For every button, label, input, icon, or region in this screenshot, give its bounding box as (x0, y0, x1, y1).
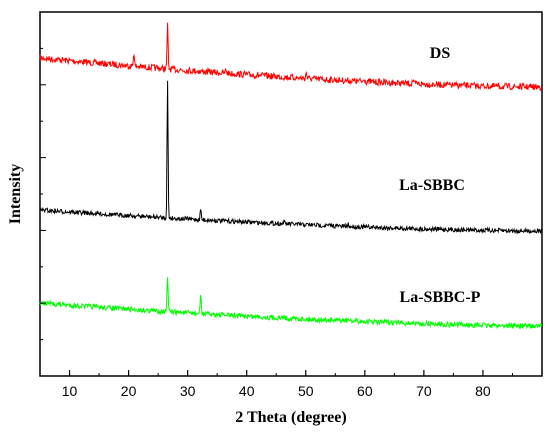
y-axis-title: Intensity (7, 164, 24, 224)
series-label-la-sbbc-p: La-SBBC-P (400, 289, 481, 306)
series-line-la-sbbc-p (39, 277, 543, 330)
series-line-ds (39, 22, 543, 92)
x-axis-ticks: 10 20 30 40 50 60 70 80 (39, 370, 513, 399)
series-label-ds: DS (430, 45, 451, 62)
x-tick-label: 50 (298, 383, 314, 399)
x-tick-label: 60 (357, 383, 373, 399)
series-layer (39, 22, 543, 330)
x-tick-label: 10 (62, 383, 78, 399)
x-tick-label: 70 (416, 383, 432, 399)
x-tick-label: 30 (180, 383, 196, 399)
x-tick-label: 80 (475, 383, 491, 399)
series-line-la-sbbc (39, 80, 543, 235)
series-label-la-sbbc: La-SBBC (399, 177, 465, 194)
x-axis-title: 2 Theta (degree) (235, 409, 346, 426)
x-tick-label: 20 (121, 383, 137, 399)
x-tick-label: 40 (239, 383, 255, 399)
y-axis-ticks (40, 47, 46, 341)
